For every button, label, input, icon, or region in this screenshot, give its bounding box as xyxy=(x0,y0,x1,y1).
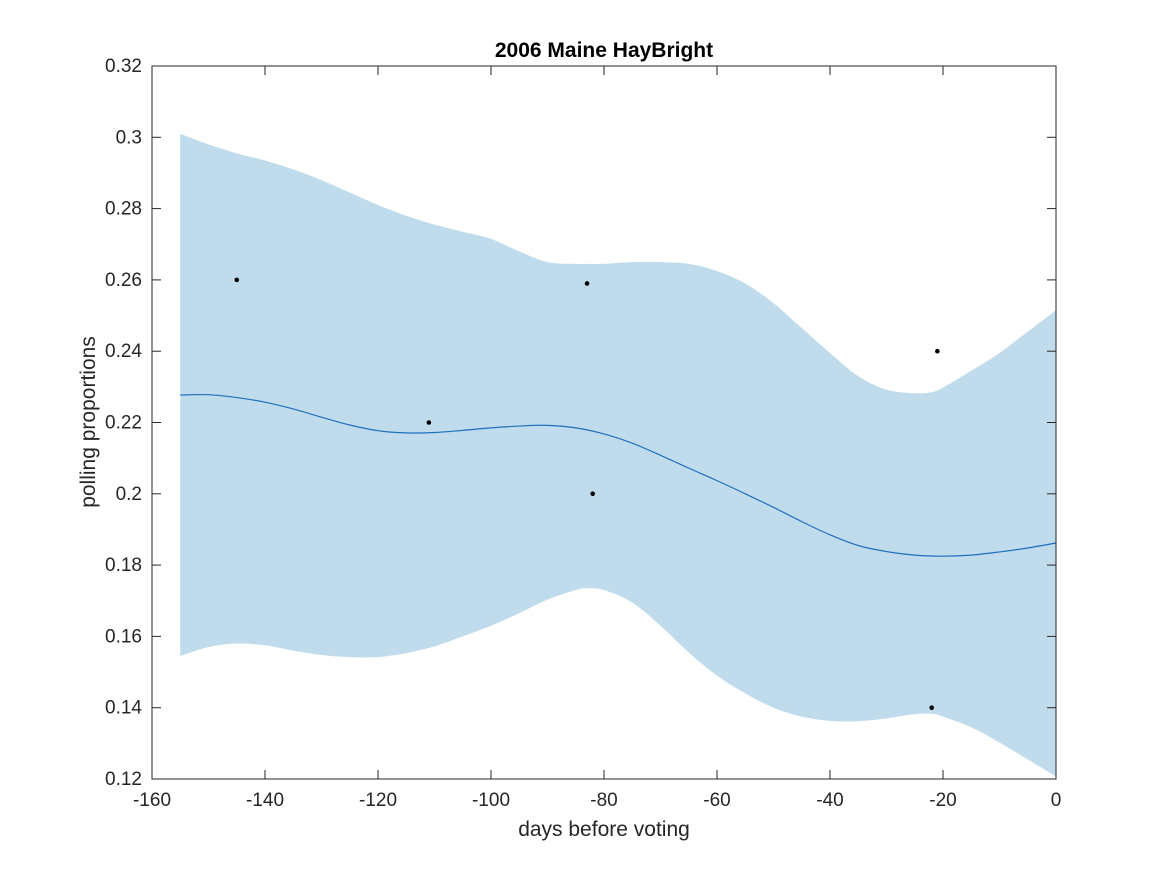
y-axis-ticks: 0.12 0.14 0.16 0.18 0.2 0.22 0.24 0.26 0.28 0.3 0.… xyxy=(105,56,1056,790)
y-tick-label: 0.18 xyxy=(105,555,142,576)
confidence-band xyxy=(180,133,1056,777)
x-tick-label: 0 xyxy=(1051,790,1062,811)
y-axis-label: polling proportions xyxy=(77,336,100,508)
x-tick-label: -80 xyxy=(590,790,617,811)
data-points xyxy=(234,277,940,710)
x-tick-label: -20 xyxy=(929,790,956,811)
x-tick-label: -100 xyxy=(472,790,510,811)
data-point xyxy=(929,705,934,710)
y-tick-label: 0.14 xyxy=(105,698,142,719)
data-point xyxy=(935,348,940,354)
data-point xyxy=(426,420,432,425)
y-tick-label: 0.26 xyxy=(105,270,142,291)
x-tick-label: -120 xyxy=(359,790,397,811)
y-tick-label: 0.28 xyxy=(105,199,142,220)
y-tick-label: 0.24 xyxy=(105,341,142,362)
x-tick-label: -40 xyxy=(816,790,843,811)
y-tick-label: 0.12 xyxy=(105,769,142,790)
x-axis-ticks: -160 -140 -120 -100 -80 -60 -40 -20 0 xyxy=(133,66,1061,811)
x-tick-label: -140 xyxy=(246,790,284,811)
fit-line xyxy=(180,393,1057,557)
y-tick-label: 0.2 xyxy=(116,484,142,505)
x-tick-label: -60 xyxy=(703,790,730,811)
y-tick-label: 0.16 xyxy=(105,626,142,647)
data-point xyxy=(584,281,590,286)
data-point xyxy=(234,277,240,283)
y-tick-label: 0.32 xyxy=(105,56,142,77)
y-tick-label: 0.3 xyxy=(116,127,142,148)
data-point xyxy=(590,491,595,497)
x-tick-label: -160 xyxy=(133,790,171,811)
y-tick-label: 0.22 xyxy=(105,413,142,434)
x-axis-label: days before voting xyxy=(518,818,690,841)
chart-title: 2006 Maine HayBright xyxy=(495,39,713,62)
